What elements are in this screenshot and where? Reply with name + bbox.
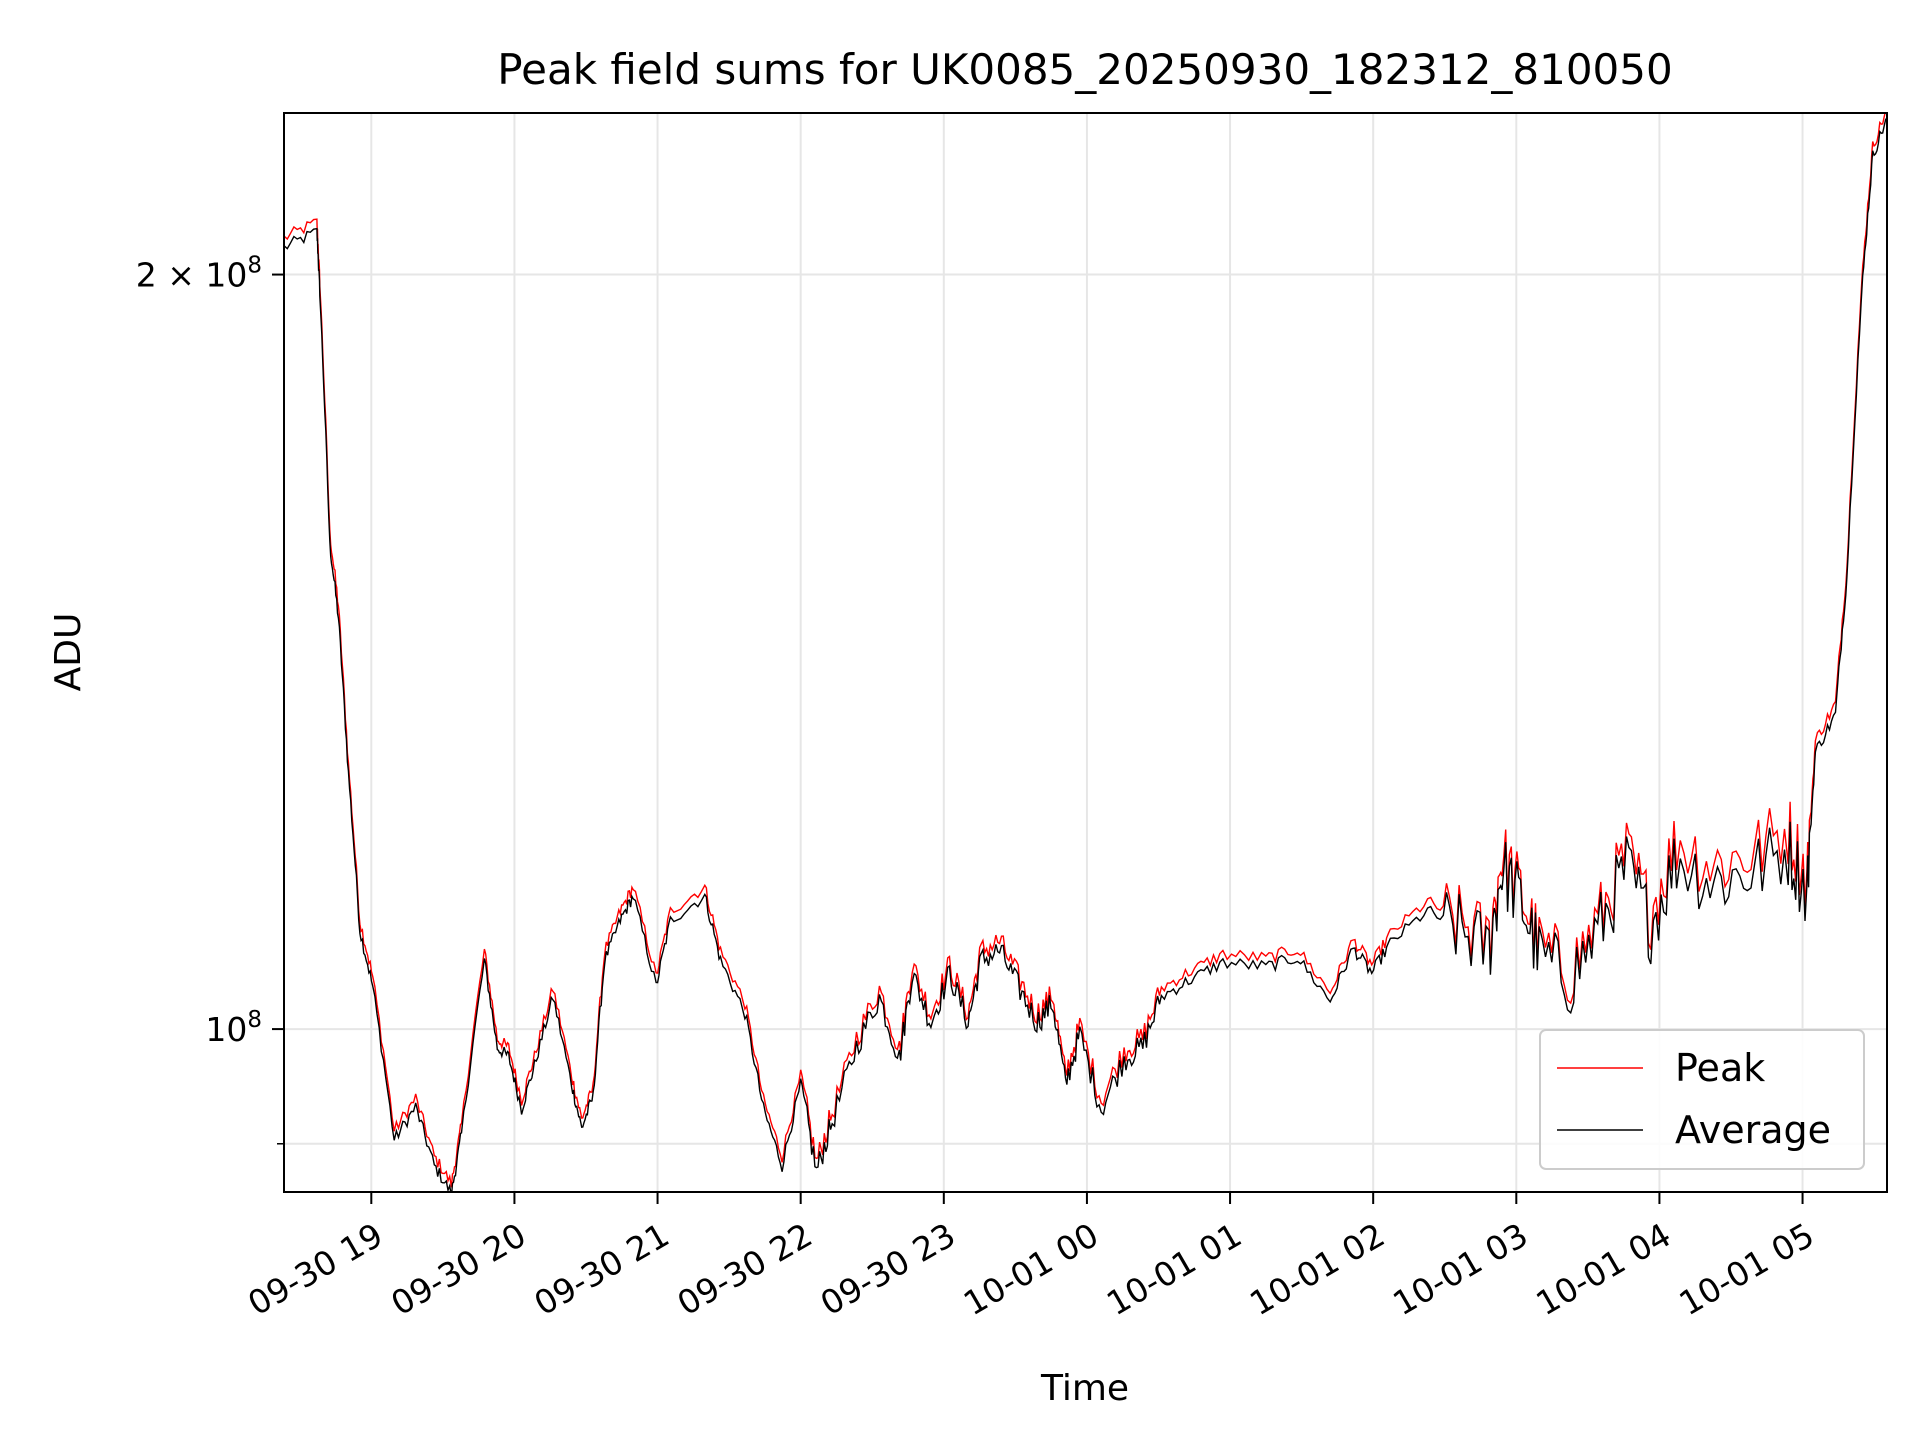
- series-line-peak: [284, 113, 1887, 1188]
- y-tick-exponent: 8: [247, 253, 262, 279]
- y-tick-mult: 2 ×: [136, 256, 206, 295]
- y-tick-label: 108: [205, 1007, 262, 1049]
- y-tick-label: 2 × 108: [136, 253, 262, 295]
- series-lines: [284, 113, 1887, 1192]
- y-axis-label: ADU: [48, 613, 89, 692]
- legend: Peak Average: [1539, 1029, 1865, 1170]
- legend-box: [1539, 1029, 1865, 1170]
- axes-frame: [283, 112, 1888, 1193]
- y-tick-base: 10: [205, 1010, 247, 1049]
- chart-title: Peak field sums for UK0085_20250930_1823…: [497, 45, 1672, 94]
- y-tick-exponent: 8: [247, 1007, 262, 1033]
- legend-average-label: Average: [1675, 1108, 1831, 1152]
- y-tick-base: 10: [205, 256, 247, 295]
- series-line-average: [284, 117, 1887, 1192]
- x-axis-label: Time: [1040, 1368, 1129, 1409]
- legend-peak-label: Peak: [1675, 1046, 1765, 1090]
